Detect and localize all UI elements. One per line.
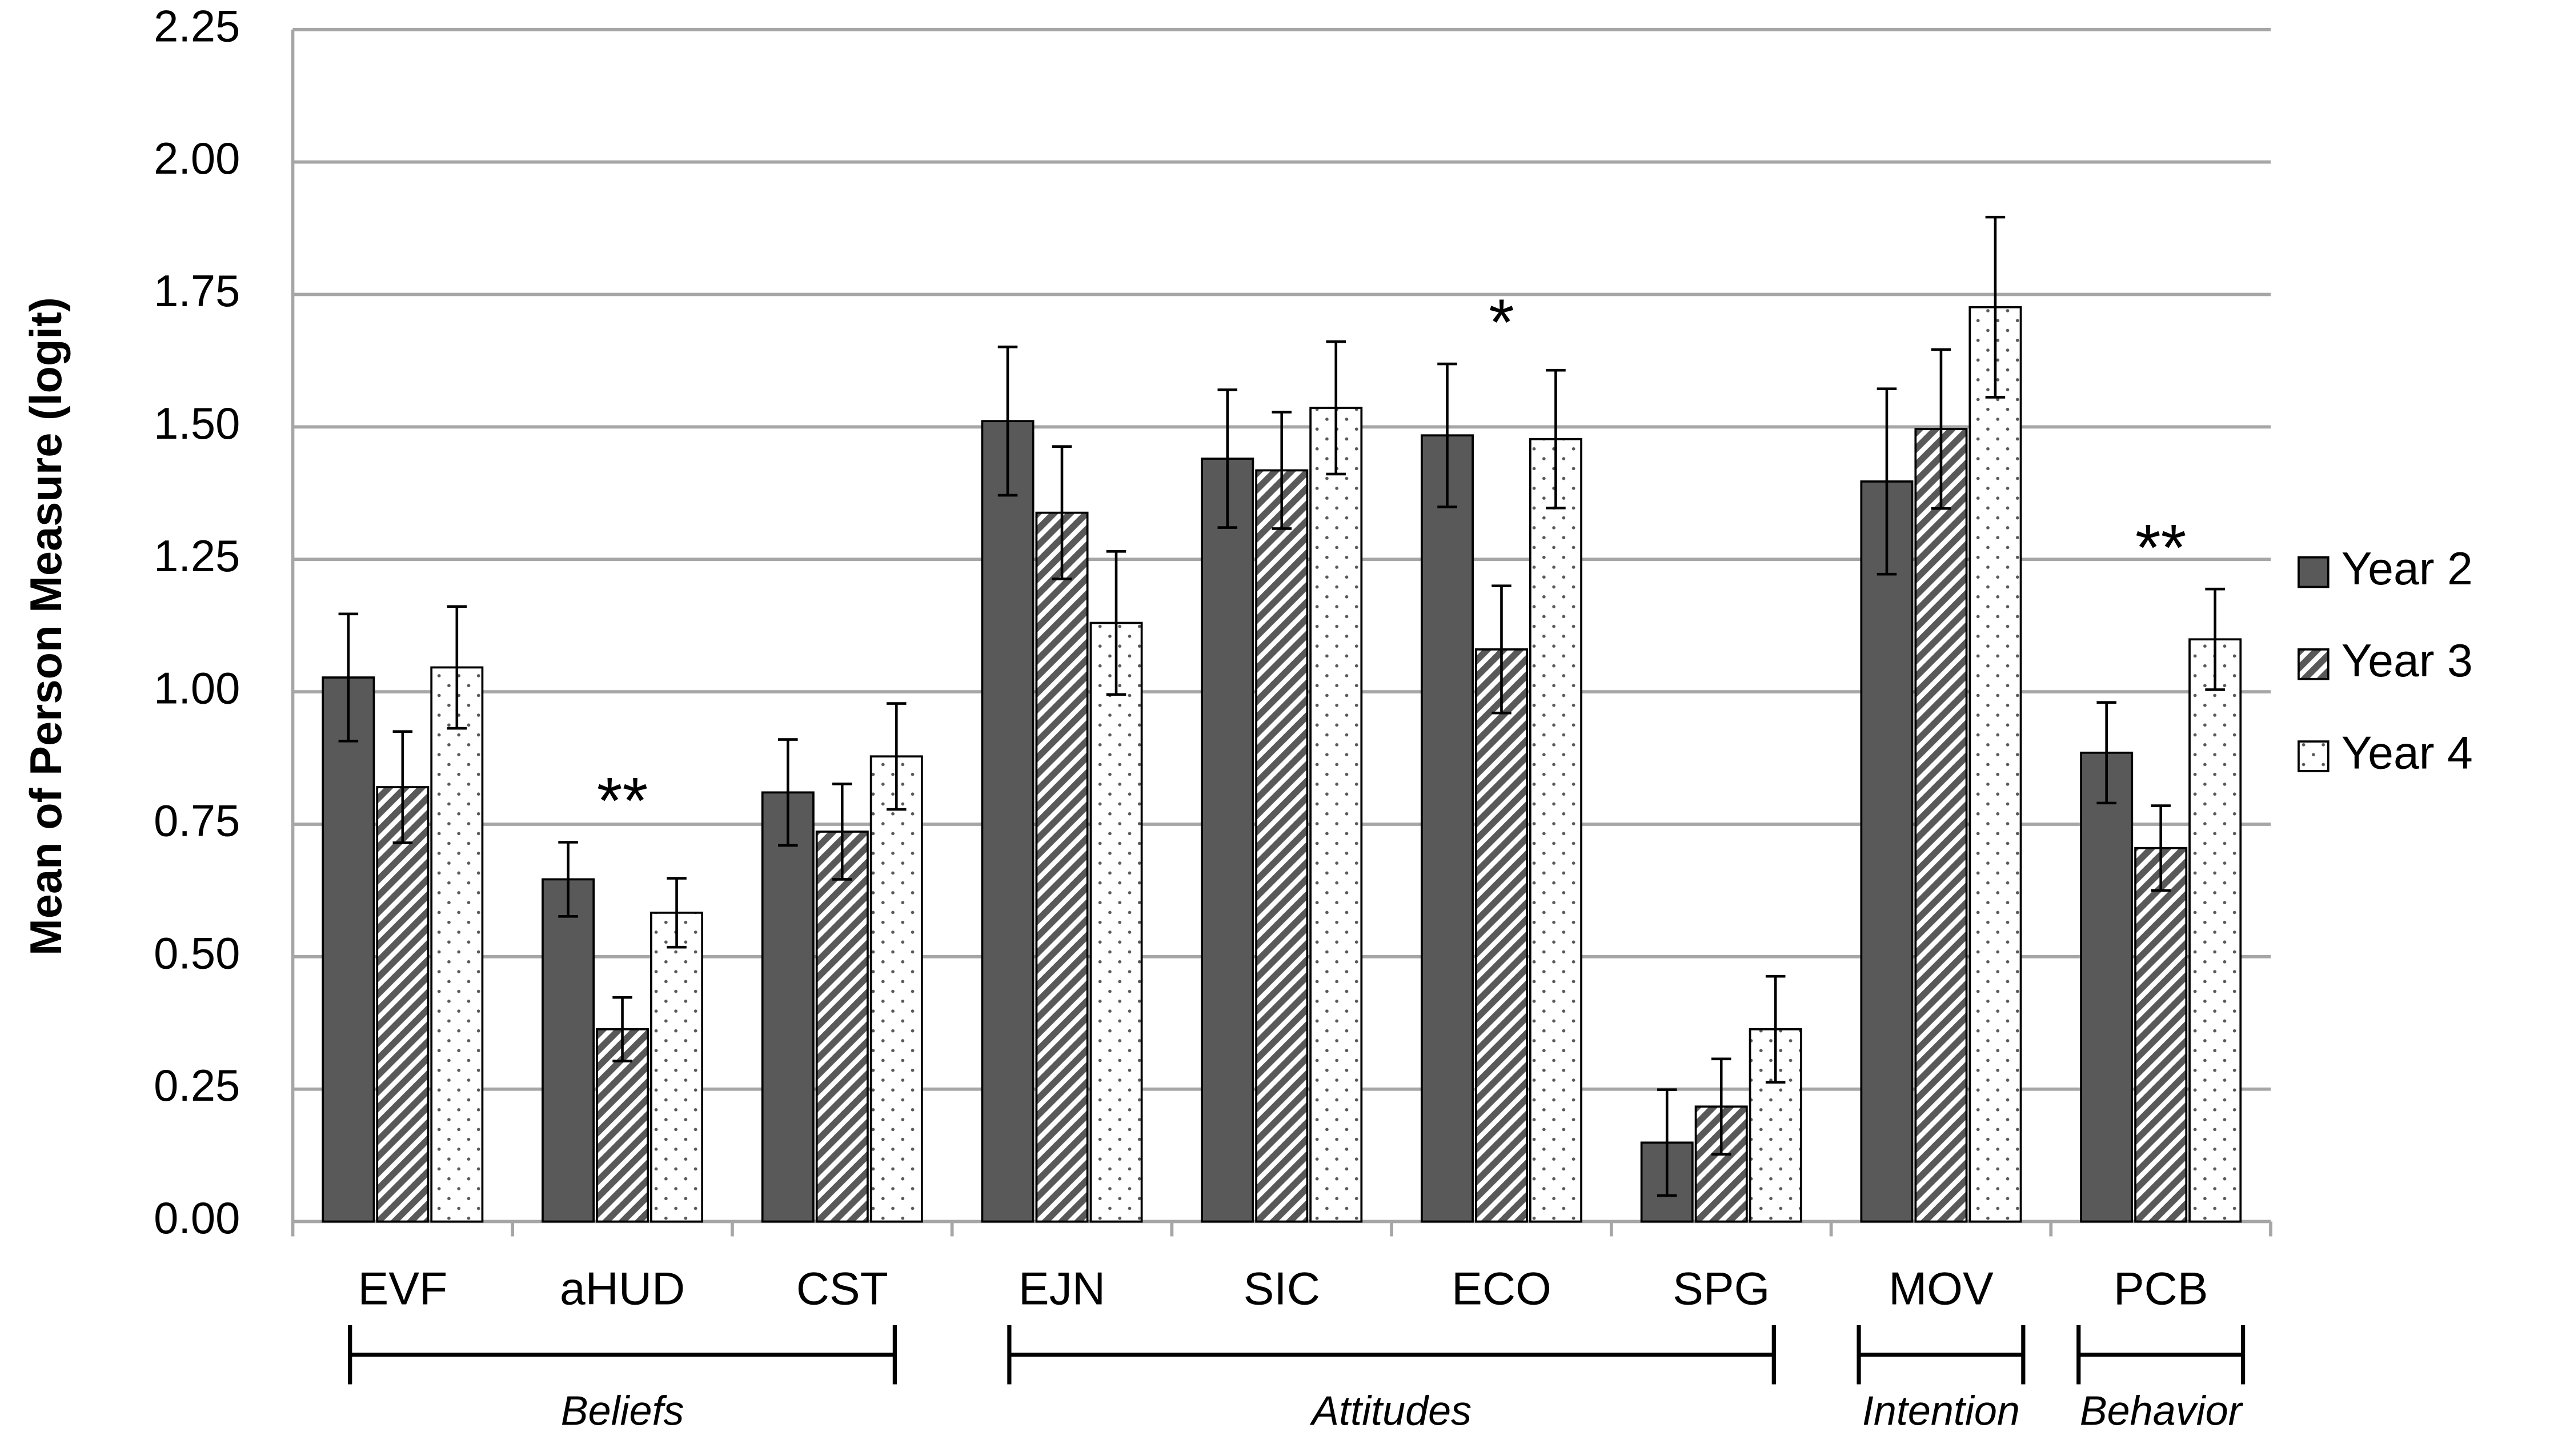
significance-marker: ** — [2135, 511, 2187, 584]
y-tick-label: 1.25 — [154, 532, 240, 581]
x-tick-label: PCB — [2114, 1264, 2208, 1315]
legend-swatch — [2298, 740, 2330, 772]
group-bracket — [348, 1325, 897, 1385]
legend-label: Year 3 — [2342, 635, 2473, 687]
error-bar — [447, 605, 467, 730]
legend-label: Year 4 — [2342, 727, 2473, 779]
group-bracket — [1857, 1325, 2026, 1385]
error-bar — [1437, 362, 1457, 508]
group-bracket — [2076, 1325, 2246, 1385]
error-bar — [1711, 1057, 1731, 1156]
x-tick-label: SIC — [1244, 1264, 1320, 1315]
significance-marker: ** — [597, 765, 648, 838]
group-label: Intention — [1862, 1388, 2020, 1434]
bar — [2080, 751, 2134, 1223]
y-tick-label: 2.25 — [154, 2, 240, 51]
bar — [376, 786, 430, 1223]
error-bar — [832, 783, 852, 881]
bar — [1255, 469, 1309, 1223]
group-label: Attitudes — [1309, 1388, 1472, 1434]
bar — [761, 791, 815, 1223]
y-axis-title: Mean of Person Measure (logit) — [22, 297, 71, 956]
y-tick-label: 1.75 — [154, 267, 240, 316]
bar — [815, 831, 869, 1223]
y-tick-label: 1.00 — [154, 664, 240, 713]
error-bar — [1326, 340, 1346, 476]
bar — [1201, 458, 1254, 1223]
error-bar — [2151, 804, 2171, 892]
y-tick-label: 2.00 — [154, 134, 240, 183]
error-bar — [997, 346, 1018, 497]
error-bar — [558, 841, 578, 918]
bar — [1421, 434, 1474, 1223]
bar — [1968, 306, 2022, 1223]
bar — [596, 1028, 649, 1223]
bar — [2134, 847, 2188, 1223]
bar — [1474, 648, 1528, 1223]
bar — [430, 666, 484, 1223]
bar — [981, 420, 1035, 1223]
bar — [869, 755, 923, 1223]
error-bar — [1106, 550, 1126, 696]
error-bar — [778, 738, 798, 847]
error-bar — [667, 877, 687, 949]
x-tick-label: MOV — [1889, 1264, 1994, 1315]
error-bar — [338, 612, 359, 743]
bar — [1860, 480, 1914, 1223]
error-bar — [1765, 974, 1786, 1084]
x-tick-label: SPG — [1673, 1264, 1770, 1315]
y-tick-label: 0.00 — [154, 1194, 240, 1243]
error-bar — [2205, 587, 2225, 691]
legend-label: Year 2 — [2342, 543, 2473, 595]
bar — [1309, 407, 1363, 1223]
error-bar — [612, 996, 632, 1062]
error-bar — [1657, 1088, 1677, 1197]
error-bar — [886, 702, 907, 811]
bar — [1089, 621, 1143, 1223]
bar — [1914, 428, 1968, 1223]
error-bar — [1492, 584, 1511, 715]
legend-swatch — [2298, 648, 2330, 680]
x-tick-label: ECO — [1452, 1264, 1551, 1315]
group-bracket — [1007, 1325, 1776, 1385]
y-tick-label: 0.50 — [154, 929, 240, 978]
significance-marker: * — [1489, 286, 1514, 359]
y-tick-label: 0.25 — [154, 1061, 240, 1110]
x-tick-label: EVF — [358, 1264, 447, 1315]
error-bar — [1546, 368, 1566, 510]
error-bar — [1052, 445, 1072, 580]
bar — [1529, 438, 1582, 1223]
legend-swatch — [2298, 556, 2330, 588]
group-label: Behavior — [2080, 1388, 2244, 1434]
group-label: Beliefs — [561, 1388, 684, 1434]
error-bar — [1217, 388, 1238, 529]
bar — [322, 676, 375, 1223]
x-tick-label: aHUD — [560, 1264, 685, 1315]
y-tick-label: 0.75 — [154, 797, 240, 846]
error-bar — [1931, 348, 1951, 510]
x-tick-label: EJN — [1019, 1264, 1105, 1315]
error-bar — [1272, 411, 1292, 530]
error-bar — [392, 730, 413, 844]
error-bar — [1877, 387, 1897, 576]
y-tick-label: 1.50 — [154, 399, 240, 448]
error-bar — [2096, 701, 2116, 805]
bar — [650, 911, 704, 1223]
error-bar — [1985, 215, 2006, 399]
x-tick-label: CST — [796, 1264, 888, 1315]
bar — [1035, 511, 1089, 1223]
bar — [2188, 638, 2242, 1223]
bar — [542, 878, 595, 1223]
